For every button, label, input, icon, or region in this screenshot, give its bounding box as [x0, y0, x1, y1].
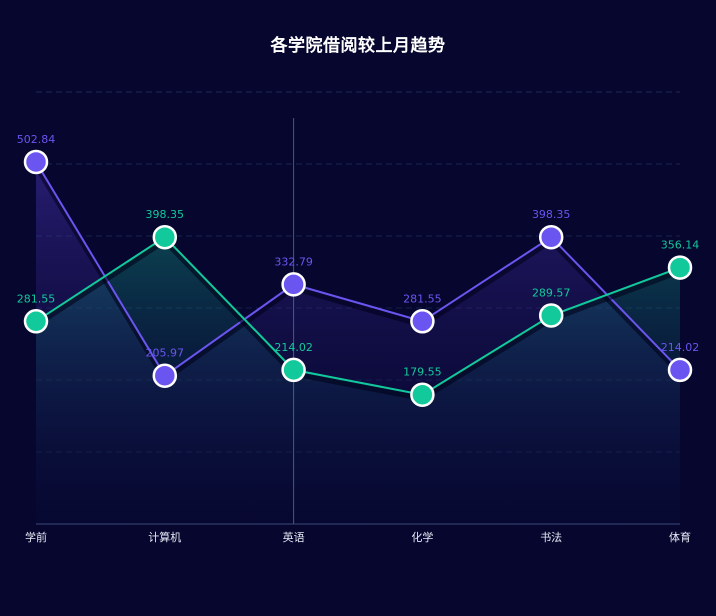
data-point — [667, 357, 693, 383]
data-labels: 502.84 205.97 332.79 281.55 398.35 214.02 281.… — [17, 133, 700, 379]
data-point — [23, 309, 49, 334]
series-lines — [33, 161, 682, 402]
data-label: 281.55 — [403, 292, 442, 305]
data-point — [667, 255, 693, 280]
data-point — [410, 382, 435, 407]
x-tick-label: 计算机 — [148, 530, 181, 544]
data-label: 214.02 — [661, 341, 700, 354]
data-point — [538, 224, 564, 250]
data-label: 502.84 — [17, 133, 56, 146]
data-points — [23, 149, 693, 407]
x-tick-label: 书法 — [540, 530, 562, 544]
series-line — [35, 161, 681, 378]
data-label: 398.35 — [532, 208, 571, 221]
data-label: 205.97 — [146, 347, 185, 360]
data-point — [152, 224, 178, 250]
series-line — [35, 235, 681, 396]
data-point — [23, 149, 49, 175]
x-tick-label: 学前 — [25, 530, 47, 544]
data-label: 398.35 — [146, 208, 185, 221]
data-point — [538, 303, 564, 328]
data-point — [152, 363, 178, 388]
data-label: 289.57 — [532, 287, 571, 300]
data-label: 281.55 — [17, 292, 56, 305]
chart-title: 各学院借阅较上月趋势 — [270, 36, 446, 56]
data-point — [281, 272, 306, 297]
series-line-shadow — [34, 237, 681, 402]
x-axis: 学前 计算机 英语 化学 书法 体育 — [25, 523, 691, 544]
data-label: 214.02 — [274, 341, 313, 354]
data-label: 179.55 — [403, 366, 442, 379]
data-point — [410, 309, 435, 334]
x-tick-label: 英语 — [283, 530, 305, 544]
x-tick-label: 化学 — [411, 530, 433, 544]
series-line-shadow — [33, 164, 682, 384]
data-label: 356.14 — [661, 239, 700, 252]
data-point — [281, 357, 306, 383]
x-tick-label: 体育 — [669, 530, 691, 544]
data-label: 332.79 — [274, 255, 313, 268]
